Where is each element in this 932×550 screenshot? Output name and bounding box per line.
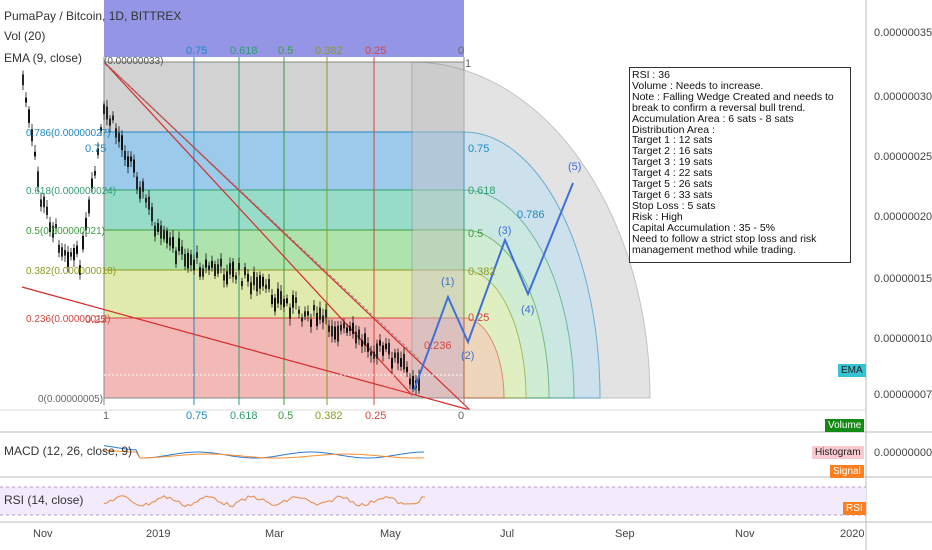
histogram-tag: Histogram <box>812 446 864 459</box>
price-tick: 0.00000025 <box>874 151 932 163</box>
rsi-title[interactable]: RSI (14, close) <box>4 493 84 507</box>
fib-bottom-label: 0.75 <box>186 410 208 422</box>
time-tick: May <box>380 528 401 540</box>
signal-tag: Signal <box>830 465 864 478</box>
price-tick: 0.00000020 <box>874 211 932 223</box>
wedge-line <box>103 61 413 396</box>
fib-left-label: (0.00000033) <box>104 56 164 67</box>
wedge-line <box>21 286 471 411</box>
fib-inner-label: 0.25 <box>85 314 107 326</box>
macd-line <box>103 445 425 459</box>
note-line: Stop Loss : 5 sats <box>632 199 716 212</box>
fib-left-label: 0(0.00000005) <box>38 394 104 405</box>
fib-bottom-label: 0 <box>458 410 465 422</box>
fib-bottom-label: 0.382 <box>315 410 343 422</box>
note-line: RSI : 36 <box>632 69 670 81</box>
time-tick: 2020 <box>840 528 865 540</box>
macd-lines <box>103 445 425 459</box>
fib-left-label: 0.786(0.00000027) <box>26 128 111 139</box>
arc-label: 0.786 <box>517 209 545 221</box>
fib-top-label: 0.75 <box>186 45 208 57</box>
ema-indicator[interactable]: EMA (9, close) <box>4 51 83 65</box>
arc-label: 0.382 <box>468 266 496 278</box>
price-tick: 0.00000035 <box>874 27 932 39</box>
note-line: Target 3 : 19 sats <box>632 156 713 169</box>
note-line: Risk : High <box>632 210 683 223</box>
macd-signal-line <box>103 449 425 459</box>
price-tick: 0.00000010 <box>874 333 932 345</box>
fib-left-label: 0.382(0.000000018) <box>26 266 117 277</box>
time-tick: Nov <box>735 528 755 540</box>
fib-top-label: 0.382 <box>315 45 343 57</box>
fib-top-label: 0.618 <box>230 45 258 57</box>
dashed-trend <box>103 61 421 361</box>
wave-label: (1) <box>441 276 455 288</box>
note-line: Target 6 : 33 sats <box>632 188 713 201</box>
note-line: Distribution Area : <box>632 123 715 136</box>
note-line: Need to follow a strict stop loss and ri… <box>632 232 817 256</box>
price-tick: 0.00000030 <box>874 91 932 103</box>
fib-bottom-label: 0.5 <box>278 410 294 422</box>
note-line: Volume : Needs to increase. <box>632 79 764 92</box>
time-tick: Mar <box>265 528 284 540</box>
time-tick: Sep <box>615 528 635 540</box>
wave-label: (5) <box>568 161 582 173</box>
analysis-note[interactable]: RSI : 36 Volume : Needs to increase. Not… <box>629 67 851 263</box>
arc-label: 0.75 <box>468 143 490 155</box>
projection-line <box>413 182 574 391</box>
fib-arc <box>463 317 505 399</box>
time-tick: Jul <box>500 528 515 540</box>
volume-tag: Volume <box>825 419 865 432</box>
fib-top-bar <box>104 0 464 57</box>
fib-left-label: 0.5(0.000000021) <box>26 226 105 237</box>
arc-label: 0.618 <box>468 185 496 197</box>
note-line: Note : Falling Wedge Created and needs t… <box>632 90 834 114</box>
fib-bottom-label: 0.618 <box>230 410 258 422</box>
fib-left-label: 0.236(0.00000012) <box>26 314 111 325</box>
fib-inner-label: 0.75 <box>85 143 107 155</box>
macd-value: 0.00000000 <box>874 447 932 459</box>
wave-label: (2) <box>461 350 475 362</box>
price-tick: 0.00000015 <box>874 273 932 285</box>
fib-left-label: 0.618(0.000000024) <box>26 186 117 197</box>
time-tick: 2019 <box>146 528 171 540</box>
fib-corner-label: 1 <box>465 58 472 70</box>
arc-label: 0.5 <box>468 228 484 240</box>
macd-title[interactable]: MACD (12, 26, close, 9) <box>4 444 133 458</box>
vol-indicator[interactable]: Vol (20) <box>4 29 46 43</box>
rsi-band <box>0 487 866 515</box>
rsi-line <box>103 495 426 508</box>
price-candles <box>22 70 420 395</box>
fib-corner-label: 1 <box>103 410 110 422</box>
note-line: Target 2 : 16 sats <box>632 145 713 158</box>
rsi-tag: RSI <box>843 502 866 515</box>
fib-top-label: 0 <box>458 45 465 57</box>
fib-top-label: 0.5 <box>278 45 294 57</box>
wave-label: (4) <box>521 304 535 316</box>
note-line: Target 1 : 12 sats <box>632 134 713 147</box>
arc-label: 0.25 <box>468 312 490 324</box>
arc-label: 0.236 <box>424 340 452 352</box>
price-tick: 0.00000007 <box>874 389 932 401</box>
note-line: Target 5 : 26 sats <box>632 178 713 191</box>
ema-tag: EMA <box>838 364 866 377</box>
fib-top-label: 0.25 <box>365 45 387 57</box>
wedge-line <box>103 61 471 411</box>
note-line: Target 4 : 22 sats <box>632 167 713 180</box>
note-line: Capital Accumulation : 35 - 5% <box>632 221 775 234</box>
fib-bottom-label: 0.25 <box>365 410 387 422</box>
time-tick: Nov <box>33 528 53 540</box>
note-line: Accumulation Area : 6 sats - 8 sats <box>632 112 794 125</box>
chart-title: PumaPay / Bitcoin, 1D, BITTREX <box>4 9 182 23</box>
wave-label: (3) <box>498 225 512 237</box>
